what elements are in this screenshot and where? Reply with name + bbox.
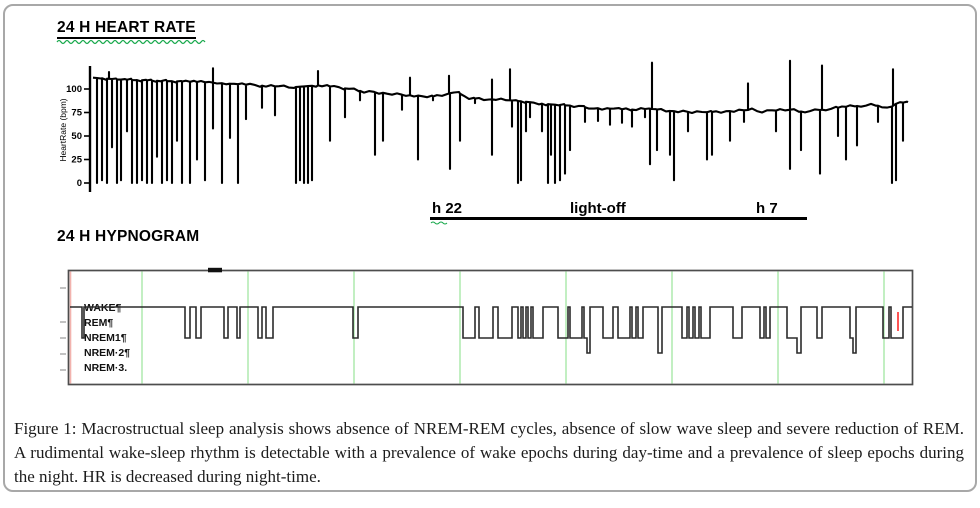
- figure-caption: Figure 1: Macrostructual sleep analysis …: [14, 419, 964, 486]
- figure-border: [3, 4, 977, 492]
- timeline-rule: [430, 217, 807, 220]
- hypnogram-box: [67, 269, 914, 386]
- hypnogram-trace: [70, 306, 912, 354]
- hypnogram-chart: WAKE¶ REM¶ NREM1¶ NREM·2¶ NREM·3.: [60, 267, 914, 386]
- timeline-label-light-off: light-off: [570, 200, 626, 217]
- y-axis-title: HeartRate (bpm): [58, 98, 68, 161]
- spellcheck-squiggle-icon: [430, 221, 448, 225]
- y-tick-label: 0: [77, 178, 82, 189]
- timeline-label-h22: h 22: [432, 200, 463, 217]
- y-tick-label: 25: [71, 155, 82, 166]
- hypnogram-title: 24 H HYPNOGRAM: [57, 228, 200, 245]
- hypnogram-stage-label: REM¶: [84, 317, 113, 329]
- timeline-label-h7: h 7: [756, 200, 778, 217]
- top-border-mark: [208, 267, 222, 273]
- y-tick-label: 75: [71, 108, 82, 119]
- hypnogram-stage-label: NREM1¶: [84, 332, 127, 344]
- heart-rate-chart: 0 25 50 75 100 HeartRate (bpm): [58, 59, 909, 192]
- y-tick-label: 100: [66, 84, 82, 95]
- y-tick-label: 50: [71, 131, 82, 142]
- hypnogram-stage-label: NREM·2¶: [84, 347, 130, 359]
- spellcheck-squiggle-icon: [56, 39, 206, 45]
- heart-rate-trace: [92, 59, 909, 185]
- hypnogram-stage-label: NREM·3.: [84, 362, 127, 374]
- heart-rate-title: 24 H HEART RATE: [57, 19, 196, 39]
- hypnogram-stage-label: WAKE¶: [84, 302, 122, 314]
